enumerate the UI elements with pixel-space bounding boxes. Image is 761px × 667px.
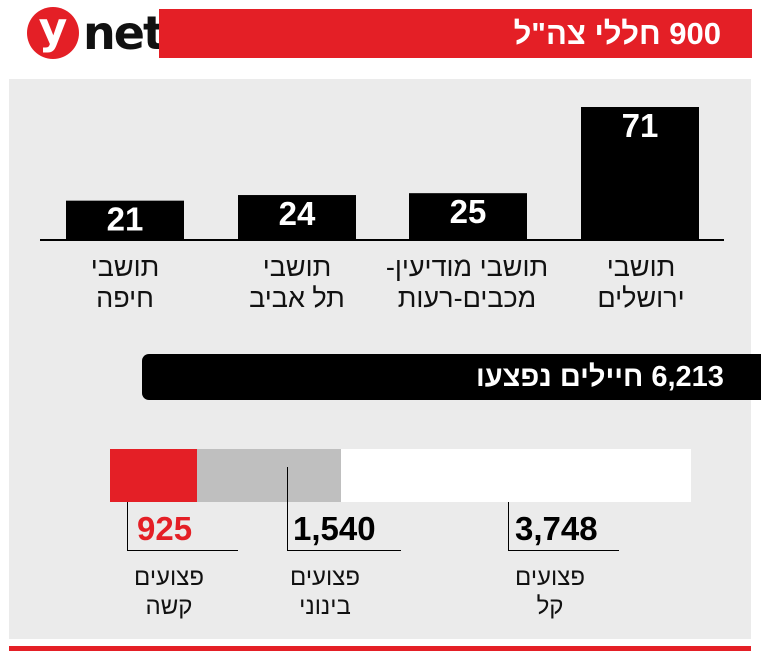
category-label-line: תושבי [90, 252, 160, 282]
category-label-line: תושבי [262, 252, 332, 282]
bar-2 [409, 193, 527, 240]
category-label-line: ירושלים [597, 283, 685, 313]
light-label-line: פצועים [515, 564, 585, 591]
moderate-value: 1,540 [293, 510, 376, 547]
category-label-tel-aviv: תושבי תל אביב [212, 252, 382, 314]
deaths-by-city-chart: 21 24 25 71 [40, 107, 724, 241]
category-label-line: מכבים-רעות [397, 283, 537, 313]
bottom-rule [9, 646, 751, 651]
bar-value-label-0: 21 [107, 201, 144, 238]
severe-label-line: פצועים [134, 564, 204, 591]
moderate-label-line: פצועים [290, 564, 360, 591]
segment-severe [110, 449, 197, 502]
bar-value-label-2: 25 [450, 193, 487, 230]
bar-1 [238, 195, 356, 240]
logo-mark: y [27, 7, 79, 59]
light-value: 3,748 [515, 510, 598, 547]
category-label-line: תושבי מודיעין- [385, 252, 549, 282]
wounded-title: 6,213 חיילים נפצעו [476, 361, 724, 393]
light-label: פצועים קל [490, 563, 610, 621]
severe-label: פצועים קשה [109, 563, 229, 621]
segment-moderate [196, 449, 341, 502]
title-banner: 900 חללי צה"ל [159, 9, 752, 58]
light-label-line: קל [536, 593, 564, 620]
bar-value-label-3: 71 [622, 107, 659, 144]
ynet-logo[interactable]: y net [27, 6, 177, 62]
bar-value-label-1: 24 [279, 195, 316, 232]
light-bracket [508, 502, 619, 551]
wounded-title-bar: 6,213 חיילים נפצעו [142, 354, 761, 400]
severe-value: 925 [137, 510, 193, 547]
moderate-bracket [287, 467, 401, 551]
moderate-label-line: בינוני [299, 593, 351, 620]
wounded-stacked-bar [110, 449, 691, 502]
logo-word: net [83, 6, 165, 60]
category-label-line: תושבי [606, 252, 676, 282]
severe-bracket [127, 502, 238, 551]
category-label-modiin: תושבי מודיעין- מכבים-רעות [382, 252, 552, 314]
moderate-label: פצועים בינוני [265, 563, 385, 621]
page-title: 900 חללי צה"ל [513, 16, 721, 51]
segment-light [340, 449, 691, 502]
bar-0 [66, 200, 184, 240]
category-label-line: תל אביב [249, 283, 345, 313]
category-label-line: חיפה [96, 283, 154, 313]
category-label-jerusalem: תושבי ירושלים [556, 252, 726, 314]
severe-label-line: קשה [145, 593, 193, 620]
category-label-haifa: תושבי חיפה [40, 252, 210, 314]
bar-3 [581, 107, 699, 240]
